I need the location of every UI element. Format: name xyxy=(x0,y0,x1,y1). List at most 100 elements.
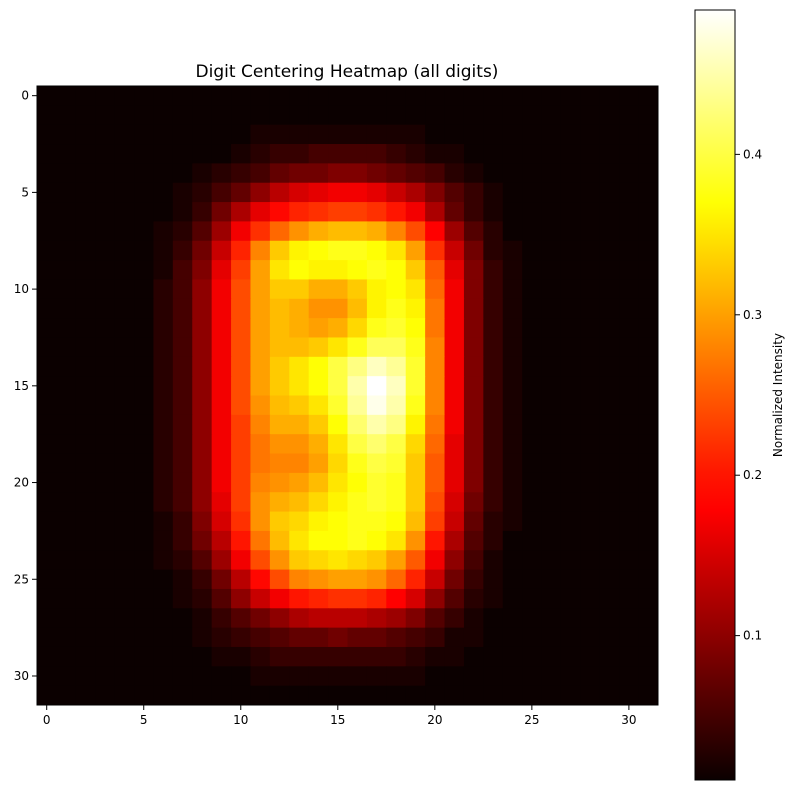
heatmap-cell xyxy=(114,202,135,222)
heatmap-cell xyxy=(269,337,290,358)
heatmap-cell xyxy=(211,221,232,242)
heatmap-cell xyxy=(153,337,174,358)
heatmap-cell xyxy=(638,530,659,551)
heatmap-cell xyxy=(95,298,116,319)
heatmap-cell xyxy=(444,318,465,338)
heatmap-cell xyxy=(328,666,348,687)
heatmap-cell xyxy=(386,163,407,184)
heatmap-cell xyxy=(56,434,77,455)
x-tick-label: 25 xyxy=(524,713,539,727)
heatmap-cell xyxy=(56,376,77,396)
heatmap-cell xyxy=(37,550,57,571)
heatmap-cell xyxy=(56,240,77,261)
heatmap-cell xyxy=(463,685,484,706)
heatmap-cell xyxy=(114,685,135,706)
heatmap-cell xyxy=(386,86,407,106)
heatmap-cell xyxy=(425,163,446,184)
heatmap-cell xyxy=(425,221,446,242)
heatmap-cell xyxy=(347,105,368,126)
heatmap-cell xyxy=(386,685,407,706)
heatmap-cell xyxy=(502,395,523,416)
heatmap-cell xyxy=(347,550,368,571)
heatmap-cell xyxy=(541,86,562,106)
heatmap-cell xyxy=(192,685,213,706)
heatmap-cell xyxy=(153,221,174,242)
heatmap-cell xyxy=(308,279,329,300)
heatmap-cell xyxy=(289,666,310,687)
heatmap-cell xyxy=(580,240,601,261)
heatmap-cell xyxy=(444,434,465,455)
heatmap-cell xyxy=(289,318,310,338)
heatmap-cell xyxy=(425,86,446,106)
heatmap-cell xyxy=(502,530,523,551)
heatmap-cell xyxy=(386,124,407,145)
heatmap-cell xyxy=(560,144,581,164)
heatmap-cell xyxy=(172,627,193,648)
heatmap-cell xyxy=(289,492,310,513)
heatmap-cell xyxy=(75,434,96,455)
heatmap-cell xyxy=(37,240,57,261)
heatmap-cell xyxy=(619,163,640,184)
heatmap-cell xyxy=(560,627,581,648)
heatmap-cell xyxy=(366,105,387,126)
heatmap-cell xyxy=(638,666,659,687)
heatmap-cell xyxy=(599,221,620,242)
heatmap-cell xyxy=(95,260,116,280)
heatmap-cell xyxy=(638,298,659,319)
heatmap-cell xyxy=(172,569,193,590)
heatmap-cell xyxy=(541,279,562,300)
heatmap-cell xyxy=(560,124,581,145)
heatmap-cell xyxy=(192,318,213,338)
heatmap-cell xyxy=(250,685,271,706)
heatmap-cell xyxy=(231,318,251,338)
heatmap-cell xyxy=(269,86,290,106)
heatmap-cell xyxy=(463,163,484,184)
heatmap-cell xyxy=(386,318,407,338)
heatmap-cell xyxy=(192,666,213,687)
heatmap-cell xyxy=(619,86,640,106)
heatmap-cell xyxy=(483,608,504,629)
heatmap-cell xyxy=(56,492,77,513)
heatmap-cell xyxy=(56,472,77,493)
heatmap-cell xyxy=(75,395,96,416)
heatmap-cell xyxy=(114,588,135,609)
heatmap-cell xyxy=(269,260,290,280)
heatmap-cell xyxy=(560,608,581,629)
heatmap-cell xyxy=(269,627,290,648)
heatmap-cell xyxy=(463,318,484,338)
heatmap-cell xyxy=(366,395,387,416)
heatmap-cell xyxy=(619,492,640,513)
heatmap-cell xyxy=(386,182,407,203)
heatmap-cell xyxy=(114,646,135,667)
heatmap-cell xyxy=(386,337,407,358)
heatmap-cell xyxy=(269,588,290,609)
heatmap-cell xyxy=(619,434,640,455)
heatmap-cell xyxy=(153,105,174,126)
heatmap-cell xyxy=(541,395,562,416)
heatmap-cell xyxy=(560,550,581,571)
heatmap-cell xyxy=(269,646,290,667)
heatmap-cell xyxy=(599,260,620,280)
heatmap-cell xyxy=(250,588,271,609)
heatmap-cell xyxy=(619,124,640,145)
heatmap-cell xyxy=(366,279,387,300)
heatmap-cell xyxy=(522,182,543,203)
heatmap-cell xyxy=(95,337,116,358)
heatmap-cell xyxy=(328,588,348,609)
heatmap-cell xyxy=(483,511,504,532)
heatmap-cell xyxy=(172,221,193,242)
heatmap-cell xyxy=(386,453,407,474)
heatmap-cell xyxy=(289,376,310,396)
heatmap-cell xyxy=(347,608,368,629)
heatmap-cell xyxy=(75,318,96,338)
heatmap-cell xyxy=(153,356,174,377)
heatmap-cell xyxy=(366,646,387,667)
heatmap-cell xyxy=(289,240,310,261)
heatmap-cell xyxy=(541,472,562,493)
heatmap-cell xyxy=(347,124,368,145)
heatmap-cell xyxy=(289,414,310,435)
heatmap-cell xyxy=(444,105,465,126)
heatmap-cell xyxy=(211,550,232,571)
heatmap-cell xyxy=(75,356,96,377)
heatmap-cell xyxy=(134,569,154,590)
